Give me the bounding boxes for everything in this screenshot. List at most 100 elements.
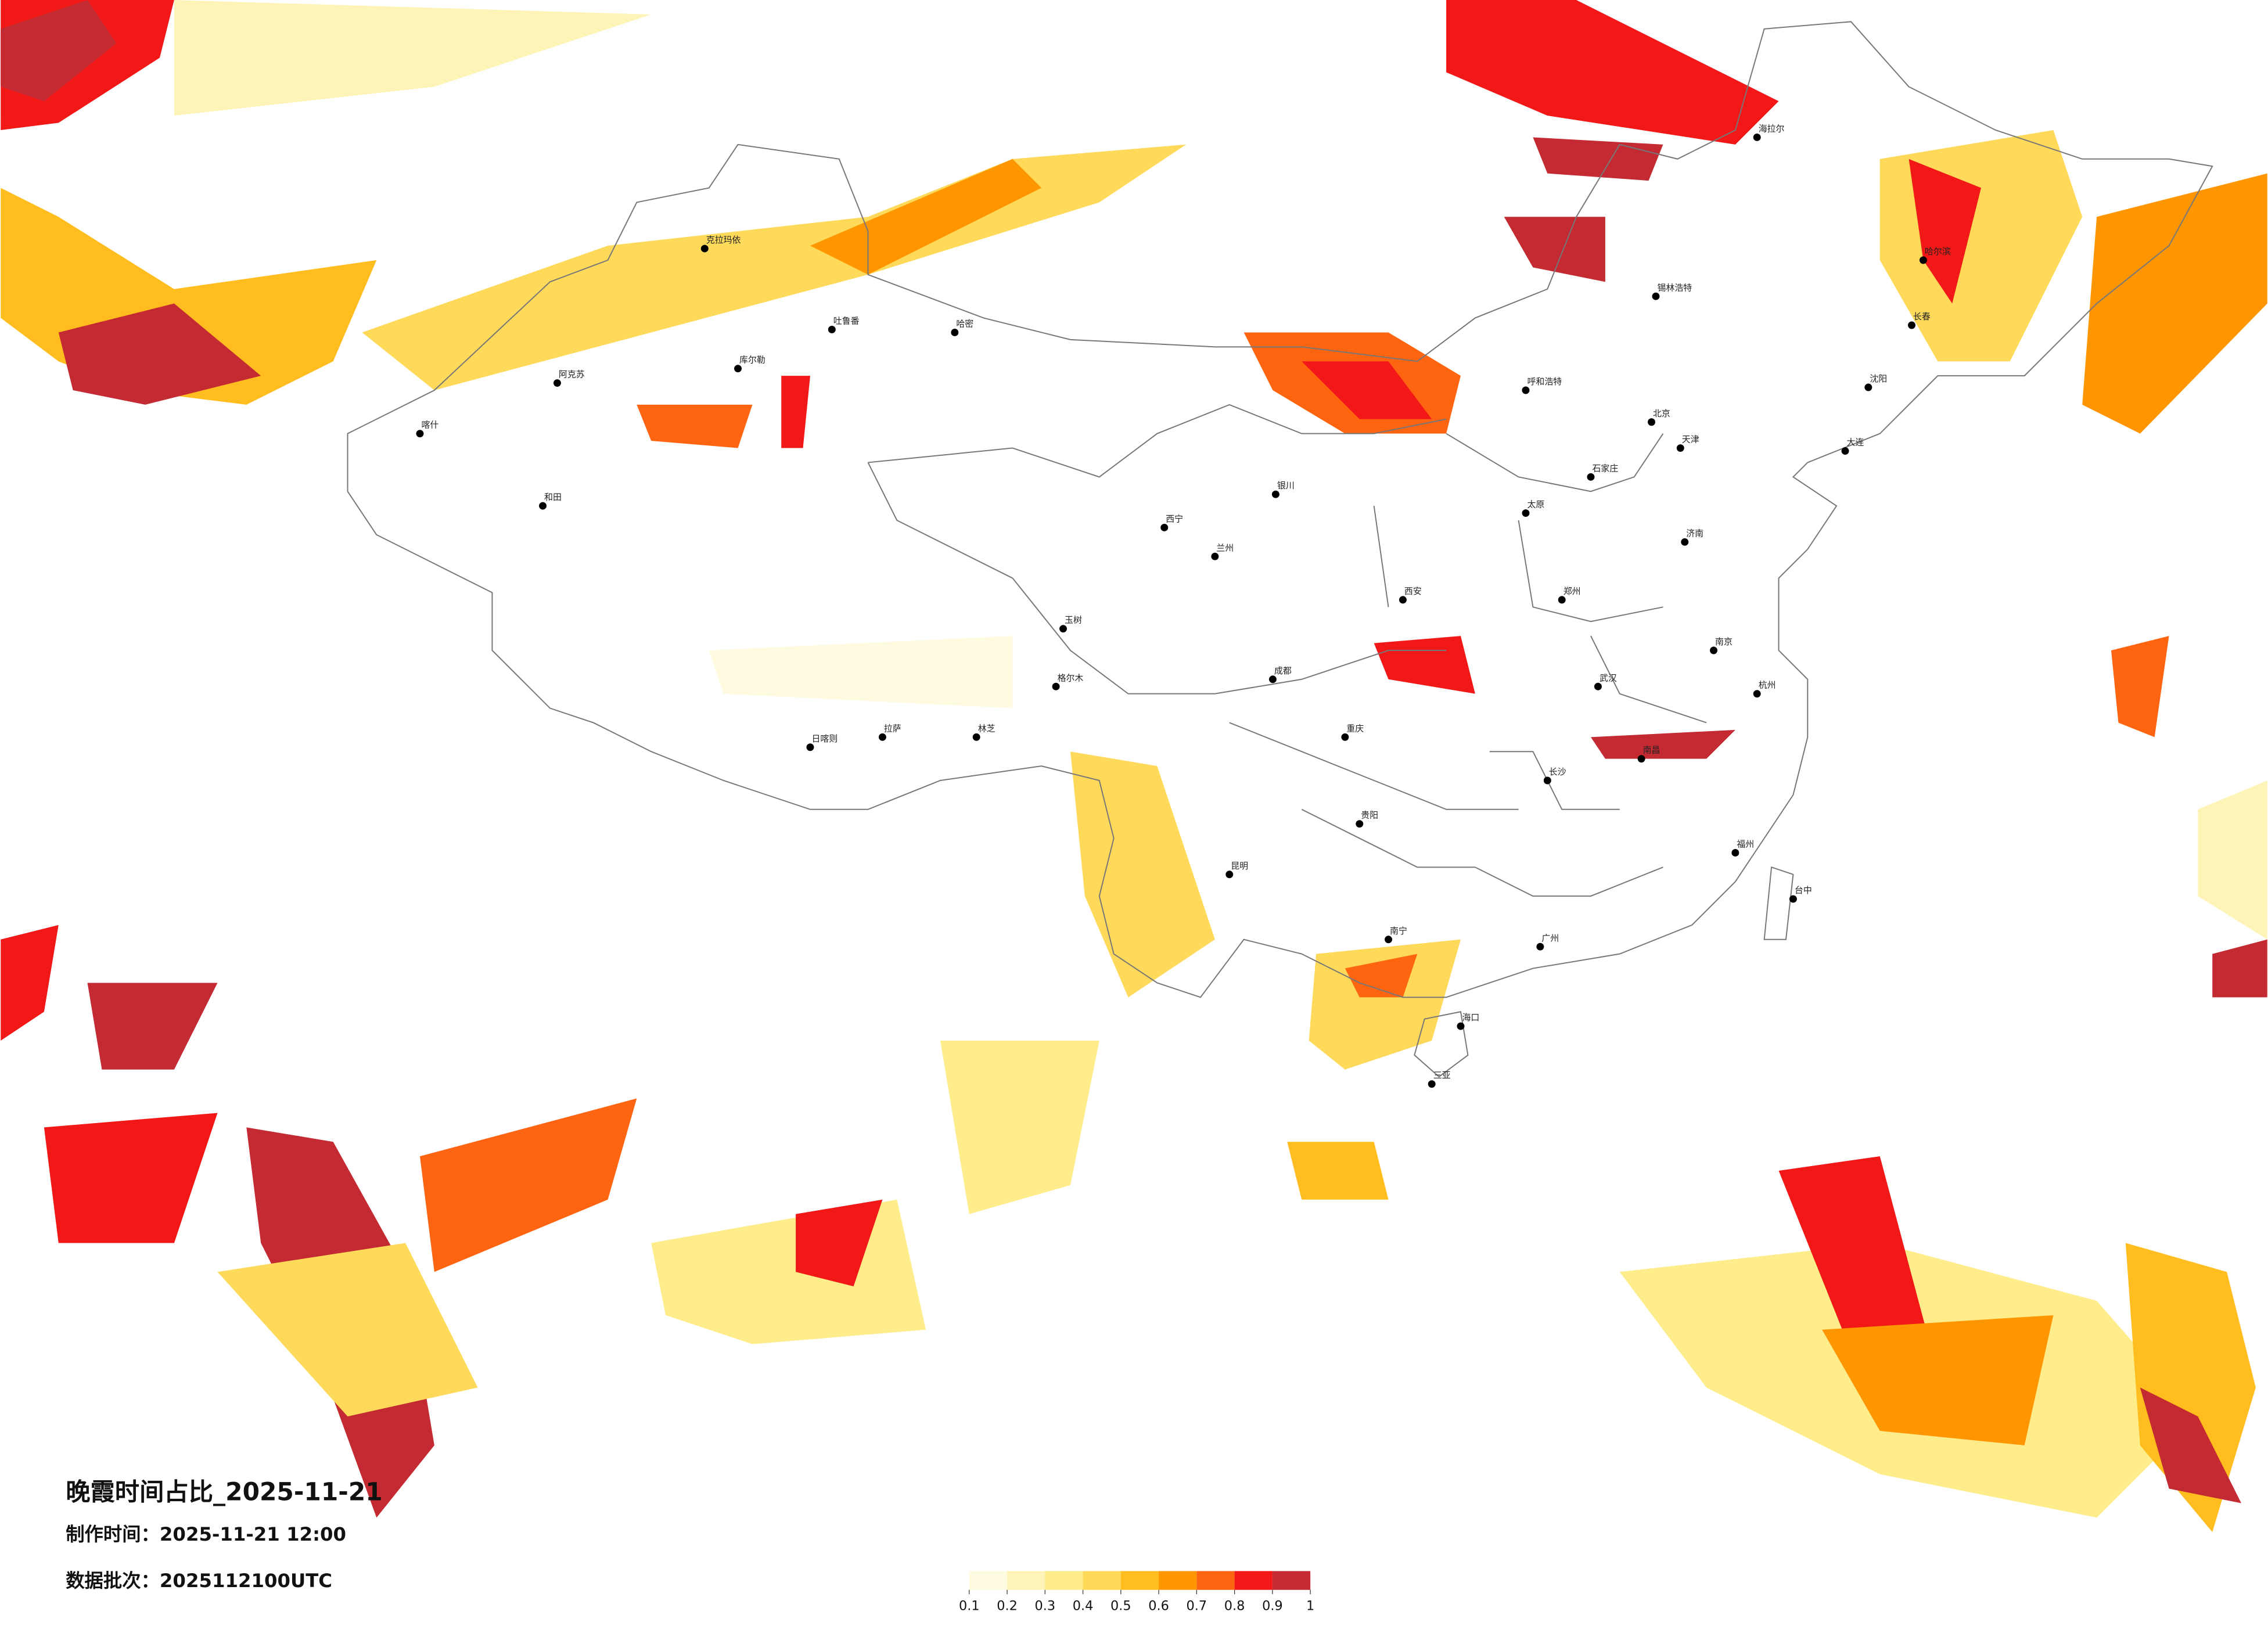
city-label: 锡林浩特	[1657, 282, 1692, 293]
city-dot	[1457, 1022, 1465, 1030]
colorbar-swatch	[1234, 1571, 1273, 1590]
city-label: 西安	[1404, 586, 1422, 596]
city-label: 武汉	[1600, 672, 1617, 683]
city-dot	[1652, 292, 1660, 300]
city-dot	[1356, 820, 1364, 828]
city-label: 哈密	[956, 318, 973, 329]
city-dot	[734, 365, 742, 373]
colorbar-tick-label: 0.3	[1034, 1599, 1055, 1614]
city-dot	[1637, 755, 1645, 763]
city-dot	[1059, 625, 1067, 633]
city-label: 广州	[1541, 933, 1559, 943]
colorbar-tick-label: 0.6	[1148, 1599, 1169, 1614]
city-dot	[1271, 490, 1279, 498]
city-dot	[1864, 383, 1872, 391]
colorbar: 0.1 0.2 0.3 0.4 0.5 0.6 0.7 0.8 0.9 1	[959, 1571, 1314, 1614]
city-label: 福州	[1737, 839, 1754, 849]
city-label: 大连	[1847, 437, 1864, 448]
city-dot	[553, 379, 561, 387]
city-dot	[1052, 682, 1060, 690]
city-dot	[972, 733, 980, 741]
city-dot	[1587, 473, 1595, 481]
city-dot	[1919, 256, 1927, 264]
city-label: 南宁	[1390, 926, 1407, 936]
city-dot	[1428, 1080, 1436, 1088]
colorbar-swatch	[1196, 1571, 1235, 1590]
city-dot	[539, 502, 547, 510]
city-label: 和田	[544, 492, 562, 502]
city-label: 天津	[1682, 434, 1699, 445]
colorbar-tick-label: 0.8	[1224, 1599, 1245, 1614]
colorbar-swatch	[1083, 1571, 1121, 1590]
city-label: 库尔勒	[739, 355, 765, 365]
city-label: 拉萨	[884, 723, 901, 733]
city-dot	[1225, 870, 1234, 879]
city-dot	[1681, 538, 1689, 546]
city-label: 日喀则	[811, 733, 838, 744]
city-label: 昆明	[1231, 861, 1248, 871]
city-label: 郑州	[1563, 586, 1581, 596]
city-label: 南京	[1715, 636, 1733, 647]
colorbar-tick-label: 0.1	[959, 1599, 980, 1614]
city-dot	[1753, 690, 1761, 698]
city-label: 长沙	[1549, 767, 1566, 777]
city-dot	[1522, 509, 1530, 517]
city-dot	[1676, 444, 1684, 452]
city-label: 呼和浩特	[1527, 376, 1562, 387]
colorbar-swatch	[1007, 1571, 1045, 1590]
city-dot	[878, 733, 886, 741]
city-label: 银川	[1277, 480, 1295, 491]
city-label: 林芝	[978, 723, 995, 733]
city-dot	[806, 743, 814, 751]
city-dot	[1648, 418, 1655, 426]
colorbar-tick-label: 0.4	[1073, 1599, 1094, 1614]
city-dot	[1594, 682, 1602, 690]
city-dot	[1731, 848, 1739, 857]
city-label: 石家庄	[1592, 463, 1618, 473]
city-label: 贵阳	[1361, 810, 1378, 821]
city-label: 台中	[1795, 885, 1812, 895]
colorbar-swatch	[1045, 1571, 1083, 1590]
colorbar-tick-label: 0.2	[997, 1599, 1018, 1614]
city-label: 杭州	[1759, 680, 1776, 690]
city-label: 沈阳	[1870, 373, 1887, 384]
city-label: 三亚	[1433, 1070, 1451, 1081]
city-label: 哈尔滨	[1925, 246, 1951, 257]
city-dot	[1211, 552, 1219, 560]
city-dot	[700, 244, 709, 253]
city-dot	[1543, 776, 1551, 785]
city-dot	[828, 325, 836, 333]
colorbar-tick-label: 1	[1306, 1599, 1314, 1614]
made-time: 制作时间：2025-11-21 12:00	[66, 1523, 346, 1545]
colorbar-tick-label: 0.5	[1110, 1599, 1131, 1614]
city-dot	[1341, 733, 1349, 741]
map-title: 晚霞时间占比_2025-11-21	[66, 1477, 382, 1506]
city-label: 长春	[1913, 311, 1931, 322]
city-label: 吐鲁番	[833, 316, 860, 326]
city-dot	[1841, 447, 1849, 455]
city-label: 南昌	[1643, 745, 1660, 756]
city-label: 重庆	[1346, 723, 1364, 733]
city-label: 海拉尔	[1759, 123, 1785, 134]
colorbar-tick-label: 0.7	[1187, 1599, 1207, 1614]
city-label: 西宁	[1166, 513, 1183, 524]
city-dot	[1268, 675, 1277, 684]
city-dot	[1399, 596, 1407, 604]
city-dot	[1160, 523, 1169, 531]
data-batch: 数据批次：2025112100UTC	[66, 1570, 332, 1592]
city-label: 格尔木	[1058, 672, 1084, 683]
city-label: 阿克苏	[559, 369, 585, 380]
city-label: 喀什	[421, 420, 438, 430]
city-label: 海口	[1462, 1012, 1479, 1023]
city-dot	[1558, 596, 1566, 604]
heat-blobs	[1, 0, 2267, 1533]
city-dot	[1789, 895, 1797, 903]
colorbar-swatch	[1159, 1571, 1197, 1590]
city-dot	[1536, 942, 1544, 951]
city-dot	[1908, 321, 1915, 329]
city-label: 成都	[1274, 665, 1292, 676]
city-dot	[416, 430, 424, 438]
